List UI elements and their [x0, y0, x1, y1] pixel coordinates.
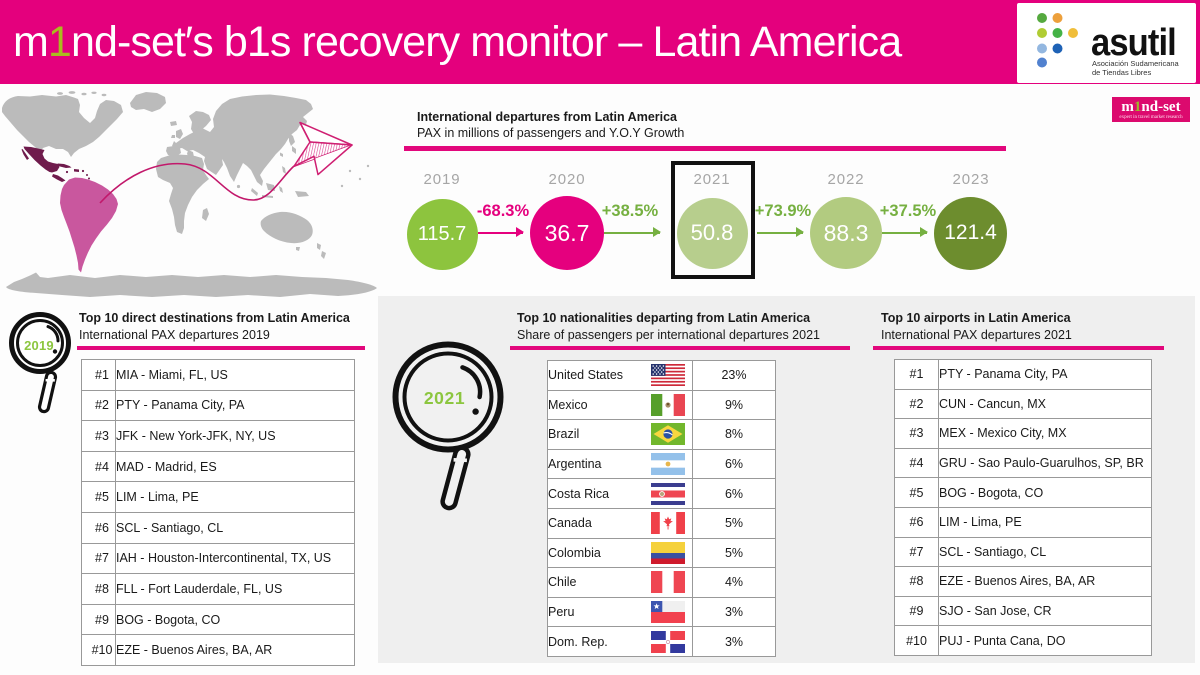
svg-text:2019: 2019 — [24, 338, 54, 353]
svg-text:2021: 2021 — [424, 388, 465, 408]
